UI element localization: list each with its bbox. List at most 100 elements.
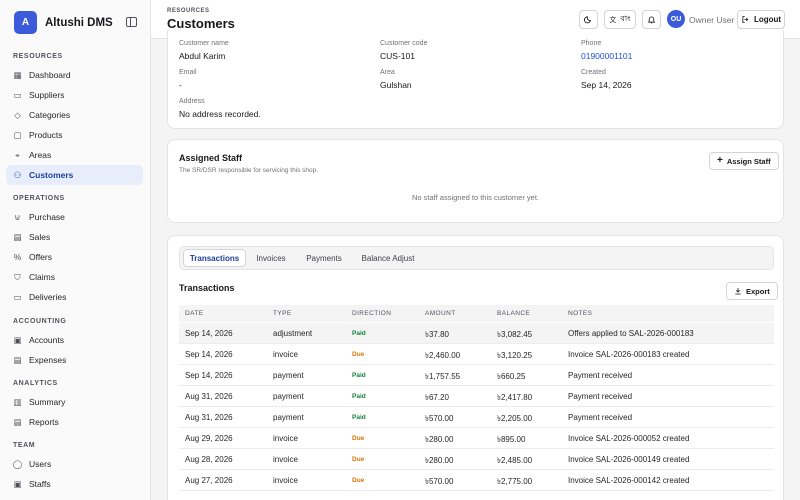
shield-icon: ⛉ xyxy=(14,271,21,282)
table-row[interactable]: Sep 14, 2026 payment Paid ৳1,757.55 ৳660.25 P… xyxy=(179,365,774,386)
cell-date: Aug 28, 2026 xyxy=(185,455,233,464)
table-row[interactable]: Aug 31, 2026 payment Paid ৳570.00 ৳2,205.00 P… xyxy=(179,407,774,428)
customer-code-value: CUS-101 xyxy=(380,51,415,61)
table-row[interactable]: Aug 31, 2026 payment Paid ৳67.20 ৳2,417.80 Pa… xyxy=(179,386,774,407)
bell-icon xyxy=(647,16,656,24)
sidebar-item-label: Offers xyxy=(29,252,52,262)
sidebar-item-reports[interactable]: ▤ Reports xyxy=(6,412,143,432)
sidebar-toggle-icon[interactable] xyxy=(126,17,137,27)
cell-direction: Due xyxy=(352,435,365,442)
address-value: No address recorded. xyxy=(179,109,261,119)
language-button[interactable]: 文 বাং xyxy=(604,10,636,29)
sidebar-item-label: Sales xyxy=(29,232,51,242)
cell-amount: ৳280.00 xyxy=(425,435,454,444)
export-label: Export xyxy=(746,286,770,296)
cell-type: invoice xyxy=(273,476,298,485)
tab-payments[interactable]: Payments xyxy=(306,253,342,263)
phone-link[interactable]: 01900001101 xyxy=(581,51,633,61)
sidebar-item-customers[interactable]: ⚇ Customers xyxy=(6,165,143,185)
cell-notes: Invoice SAL-2026-000052 created xyxy=(568,434,690,443)
avatar[interactable]: OU xyxy=(667,10,685,28)
cell-amount: ৳2,460.00 xyxy=(425,351,461,360)
customer-name-label: Customer name xyxy=(179,40,229,47)
cell-amount: ৳37.80 xyxy=(425,330,450,339)
sidebar-item-deliveries[interactable]: ▭ Deliveries xyxy=(6,287,143,307)
cell-balance: ৳660.25 xyxy=(497,372,526,381)
created-label: Created xyxy=(581,69,606,76)
sidebar-item-label: Customers xyxy=(29,170,74,180)
sidebar-item-accounts[interactable]: ▣ Accounts xyxy=(6,330,143,350)
assigned-staff-card: Assigned Staff The SR/DSR responsible fo… xyxy=(167,139,784,223)
sidebar-item-label: Users xyxy=(29,459,52,469)
tab-transactions[interactable]: Transactions xyxy=(183,249,246,267)
sidebar-item-staffs[interactable]: ▣ Staffs xyxy=(6,474,143,494)
customer-details-card: Customer name Abdul Karim Customer code … xyxy=(167,30,784,129)
cell-type: invoice xyxy=(273,455,298,464)
nav-section-resources: RESOURCES xyxy=(13,53,63,60)
table-row[interactable]: Sep 14, 2026 invoice Due ৳2,460.00 ৳3,120.25… xyxy=(179,344,774,365)
sidebar-item-expenses[interactable]: ▤ Expenses xyxy=(6,350,143,370)
logout-button[interactable]: Logout xyxy=(737,10,785,29)
theme-toggle-button[interactable] xyxy=(579,10,598,29)
sidebar-item-products[interactable]: ▢ Products xyxy=(6,125,143,145)
nav-section-team: TEAM xyxy=(13,442,36,449)
nav-section-accounting: ACCOUNTING xyxy=(13,318,67,325)
tab-invoices[interactable]: Invoices xyxy=(256,253,286,263)
sidebar-item-label: Categories xyxy=(29,110,71,120)
cell-type: adjustment xyxy=(273,329,313,338)
assign-staff-button[interactable]: + Assign Staff xyxy=(709,152,779,170)
email-value: - xyxy=(179,80,182,90)
sidebar-item-purchase[interactable]: ⊍ Purchase xyxy=(6,207,143,227)
table-row[interactable]: Sep 14, 2026 adjustment Paid ৳37.80 ৳3,082.4… xyxy=(179,323,774,344)
translate-icon: 文 xyxy=(609,16,617,24)
cell-balance: ৳3,120.25 xyxy=(497,351,533,360)
nav-section-operations: OPERATIONS xyxy=(13,195,65,202)
sidebar-item-dashboard[interactable]: ▦ Dashboard xyxy=(6,65,143,85)
sidebar-item-offers[interactable]: % Offers xyxy=(6,247,143,267)
cell-amount: ৳570.00 xyxy=(425,414,454,423)
brand-logo: A xyxy=(14,11,37,34)
brand[interactable]: A Altushi DMS xyxy=(14,11,113,34)
chart-icon: ▥ xyxy=(13,396,22,407)
cell-date: Aug 27, 2026 xyxy=(185,476,233,485)
table-row[interactable]: Aug 28, 2026 invoice Due ৳280.00 ৳2,485.00 In… xyxy=(179,449,774,470)
tab-balance-adjust[interactable]: Balance Adjust xyxy=(361,253,415,263)
sidebar-item-summary[interactable]: ▥ Summary xyxy=(6,392,143,412)
table-row[interactable]: Aug 27, 2026 invoice Due ৳570.00 ৳2,775.00 In… xyxy=(179,470,774,491)
logout-label: Logout xyxy=(753,15,782,24)
created-value: Sep 14, 2026 xyxy=(581,80,632,90)
cell-notes: Payment received xyxy=(568,392,633,401)
sidebar-item-suppliers[interactable]: ▭ Suppliers xyxy=(6,85,143,105)
language-label: বাং xyxy=(620,14,631,23)
cell-type: invoice xyxy=(273,350,298,359)
plus-icon: + xyxy=(717,155,723,166)
expense-icon: ▤ xyxy=(13,354,22,365)
sidebar-item-categories[interactable]: ◇ Categories xyxy=(6,105,143,125)
table-row[interactable]: Aug 29, 2026 invoice Due ৳280.00 ৳895.00 Invo… xyxy=(179,428,774,449)
wallet-icon: ▣ xyxy=(13,334,22,345)
sidebar-item-label: Dashboard xyxy=(29,70,71,80)
cell-balance: ৳2,775.00 xyxy=(497,477,533,486)
cell-type: invoice xyxy=(273,434,298,443)
nav-section-analytics: ANALYTICS xyxy=(13,380,58,387)
sidebar-item-label: Accounts xyxy=(29,335,64,345)
sidebar-item-claims[interactable]: ⛉ Claims xyxy=(6,267,143,287)
cell-direction: Paid xyxy=(352,330,366,337)
receipt-icon: ▤ xyxy=(13,231,22,242)
sidebar-item-areas[interactable]: ⌖ Areas xyxy=(6,145,143,165)
page-title: Customers xyxy=(167,16,235,31)
column-amount: AMOUNT xyxy=(425,310,456,317)
sidebar-item-label: Deliveries xyxy=(29,292,67,302)
user-name[interactable]: Owner User xyxy=(689,15,735,25)
sidebar-item-users[interactable]: ◯ Users xyxy=(6,454,143,474)
column-notes: NOTES xyxy=(568,310,593,317)
cell-balance: ৳2,485.00 xyxy=(497,456,533,465)
notifications-button[interactable] xyxy=(642,10,661,29)
column-balance: BALANCE xyxy=(497,310,531,317)
sidebar-item-sales[interactable]: ▤ Sales xyxy=(6,227,143,247)
sidebar-item-label: Products xyxy=(29,130,63,140)
cell-amount: ৳1,757.55 xyxy=(425,372,461,381)
export-button[interactable]: Export xyxy=(726,282,778,300)
cell-date: Aug 29, 2026 xyxy=(185,434,233,443)
sidebar-item-label: Summary xyxy=(29,397,66,407)
